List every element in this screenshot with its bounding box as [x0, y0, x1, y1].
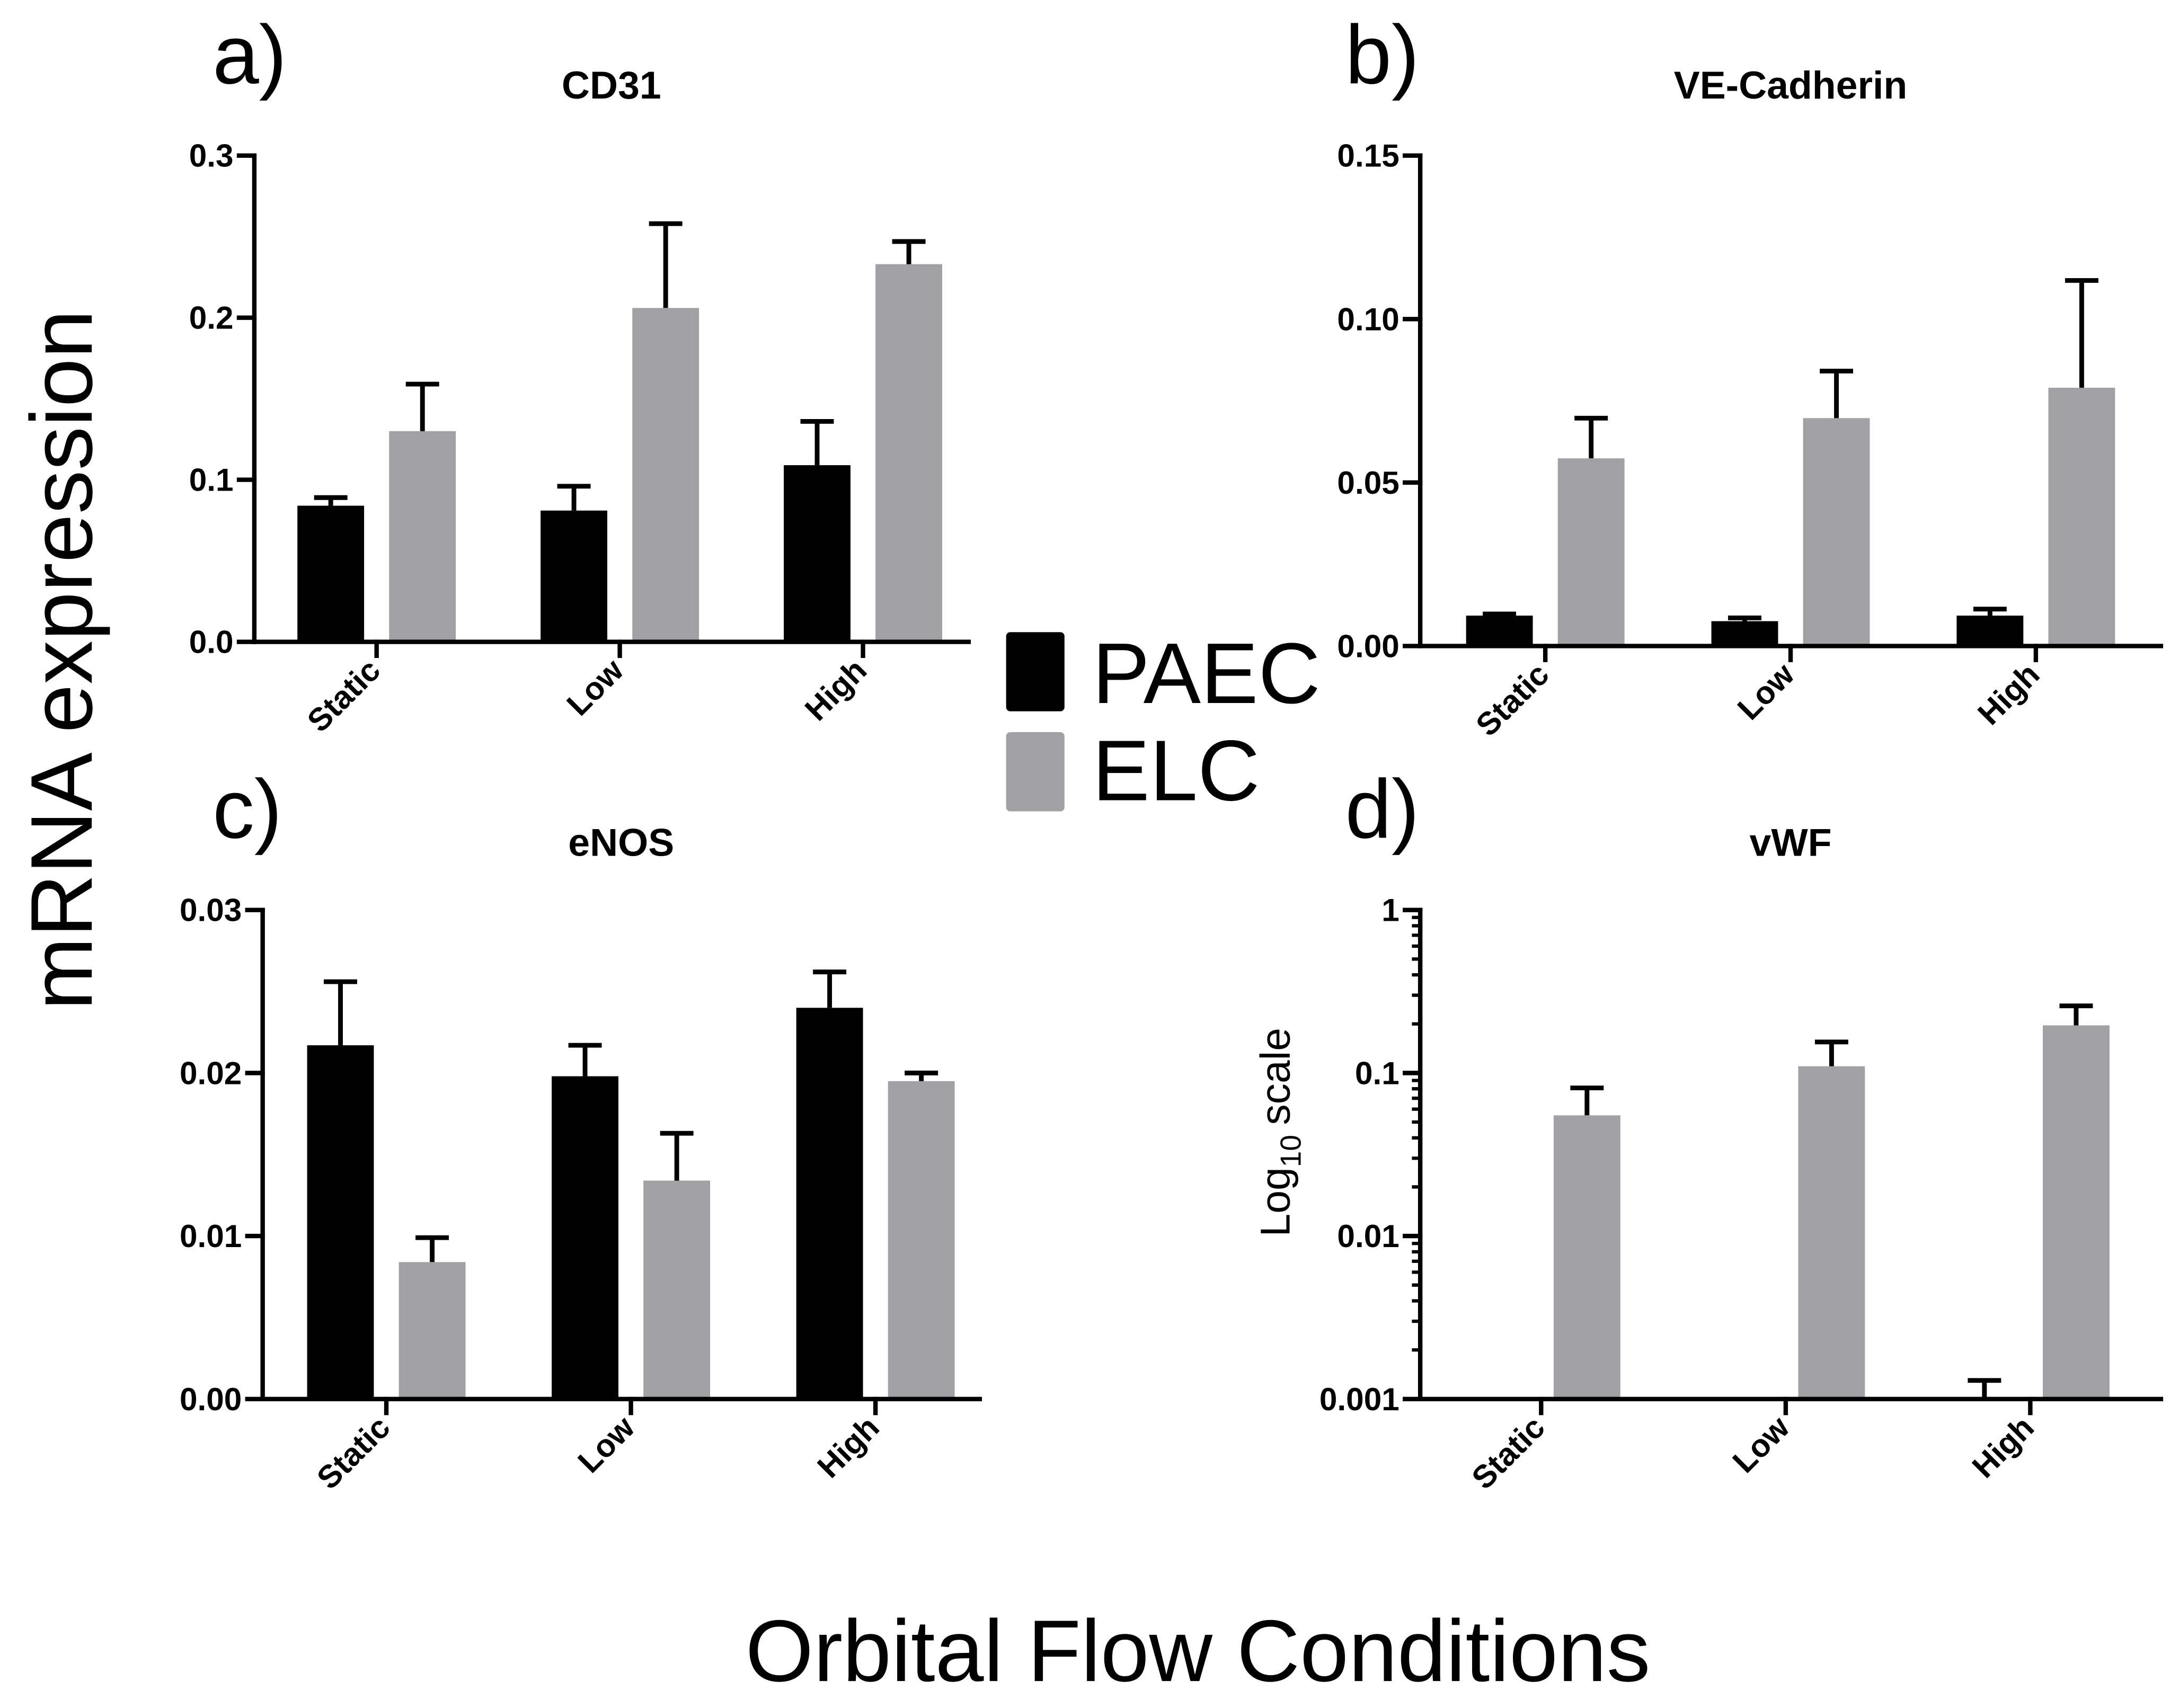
- bar-enos-low-paec: [552, 1076, 619, 1399]
- bar-ve-cadherin-low-paec: [1711, 621, 1778, 646]
- bar-enos-static-paec: [307, 1045, 374, 1399]
- legend: PAEC ELC: [1006, 626, 1321, 819]
- bar-vwf-high-elc: [2042, 1025, 2110, 1399]
- chart-title: eNOS: [568, 821, 674, 864]
- error-bar-vwf-static-elc: [1570, 1086, 1604, 1116]
- y-tick-label: 0.02: [180, 1055, 242, 1091]
- y-tick-label: 0.10: [1337, 301, 1399, 337]
- bar-ve-cadherin-static-paec: [1466, 616, 1533, 646]
- bar-enos-high-elc: [888, 1081, 955, 1399]
- y-tick-label: 0.001: [1319, 1381, 1399, 1417]
- y-tick-label: 0.0: [189, 624, 234, 660]
- bar-enos-static-elc: [398, 1262, 466, 1399]
- chart-title: CD31: [562, 64, 661, 107]
- error-bar-enos-high-elc: [905, 1070, 938, 1081]
- legend-label-elc: ELC: [1092, 723, 1260, 819]
- error-bar-ve-cadherin-low-paec: [1728, 615, 1761, 621]
- error-bar-vwf-low-elc: [1814, 1039, 1848, 1066]
- bar-ve-cadherin-high-paec: [1956, 616, 2024, 646]
- y-axis-title: Log10 scale: [1252, 1028, 1307, 1236]
- bar-ve-cadherin-high-elc: [2048, 387, 2115, 646]
- y-tick-label: 0.00: [180, 1381, 242, 1417]
- panel-label: d): [1345, 763, 1420, 856]
- error-bar-ve-cadherin-high-paec: [1973, 607, 2007, 616]
- y-axis-title-main: Log: [1252, 1167, 1299, 1236]
- legend-item-paec: PAEC: [1006, 626, 1321, 722]
- error-bar-cd31-high-paec: [800, 419, 834, 466]
- error-bar-cd31-static-elc: [405, 381, 439, 431]
- bar-cd31-static-paec: [297, 505, 365, 642]
- bar-cd31-low-paec: [541, 510, 608, 642]
- panel-label: c): [212, 763, 282, 856]
- bar-enos-high-paec: [796, 1008, 863, 1399]
- legend-swatch-elc: [1006, 732, 1065, 812]
- bars-enos: [307, 969, 955, 1399]
- y-tick-label: 0.1: [1355, 1055, 1399, 1091]
- error-bar-enos-low-elc: [660, 1131, 694, 1181]
- bar-vwf-static-elc: [1553, 1115, 1620, 1399]
- y-tick-label: 0.05: [1337, 465, 1399, 501]
- bar-cd31-low-elc: [632, 308, 699, 642]
- y-tick-label: 0.3: [189, 138, 234, 174]
- bars-vwf: [1553, 1003, 2110, 1399]
- error-bar-ve-cadherin-low-elc: [1820, 368, 1854, 419]
- bar-ve-cadherin-low-elc: [1803, 418, 1870, 646]
- error-bar-ve-cadherin-static-paec: [1483, 611, 1517, 617]
- y-tick-label: 0.15: [1337, 138, 1399, 174]
- bar-cd31-high-elc: [875, 264, 943, 642]
- error-bar-ve-cadherin-high-elc: [2065, 278, 2098, 388]
- chart-title: VE-Cadherin: [1674, 64, 1908, 107]
- error-bar-vwf-high-elc: [2059, 1003, 2093, 1026]
- error-bar-enos-low-paec: [568, 1043, 602, 1077]
- panel-label: b): [1345, 8, 1420, 101]
- bar-enos-low-elc: [643, 1180, 711, 1399]
- error-bar-cd31-low-paec: [557, 484, 591, 511]
- error-bar-enos-static-elc: [415, 1235, 449, 1262]
- y-tick-label: 0.01: [1337, 1218, 1399, 1254]
- figure-y-axis-label: mRNA expression: [13, 310, 111, 1010]
- error-bar-enos-static-paec: [324, 979, 357, 1046]
- bar-cd31-high-paec: [784, 465, 851, 642]
- bar-ve-cadherin-static-elc: [1557, 458, 1625, 646]
- y-tick-label: 0.2: [189, 300, 234, 336]
- panel-label: a): [212, 8, 287, 101]
- legend-item-elc: ELC: [1006, 723, 1260, 819]
- error-bar-vwf-high-paec: [1968, 1378, 2001, 1399]
- y-axis-title-tail: scale: [1252, 1028, 1299, 1125]
- error-bar-cd31-low-elc: [649, 221, 683, 308]
- y-tick-label: 0.03: [180, 892, 242, 928]
- legend-label-paec: PAEC: [1092, 626, 1321, 722]
- y-tick-label: 0.00: [1337, 628, 1399, 664]
- error-bar-enos-high-paec: [813, 969, 847, 1008]
- error-bar-cd31-high-elc: [892, 239, 926, 264]
- y-tick-label: 0.1: [189, 462, 234, 498]
- error-bar-ve-cadherin-static-elc: [1574, 415, 1608, 459]
- y-tick-label: 1: [1381, 892, 1399, 928]
- bars-cd31: [297, 221, 943, 642]
- chart-title: vWF: [1750, 821, 1832, 864]
- bar-cd31-static-elc: [389, 431, 456, 642]
- bar-vwf-low-elc: [1798, 1066, 1865, 1399]
- figure-x-axis-label: Orbital Flow Conditions: [746, 1602, 1651, 1700]
- y-axis-title-subscript: 10: [1274, 1135, 1307, 1167]
- error-bar-cd31-static-paec: [314, 495, 348, 506]
- y-tick-label: 0.01: [180, 1218, 242, 1254]
- legend-swatch-paec: [1006, 632, 1065, 711]
- bars-ve-cadherin: [1466, 278, 2115, 646]
